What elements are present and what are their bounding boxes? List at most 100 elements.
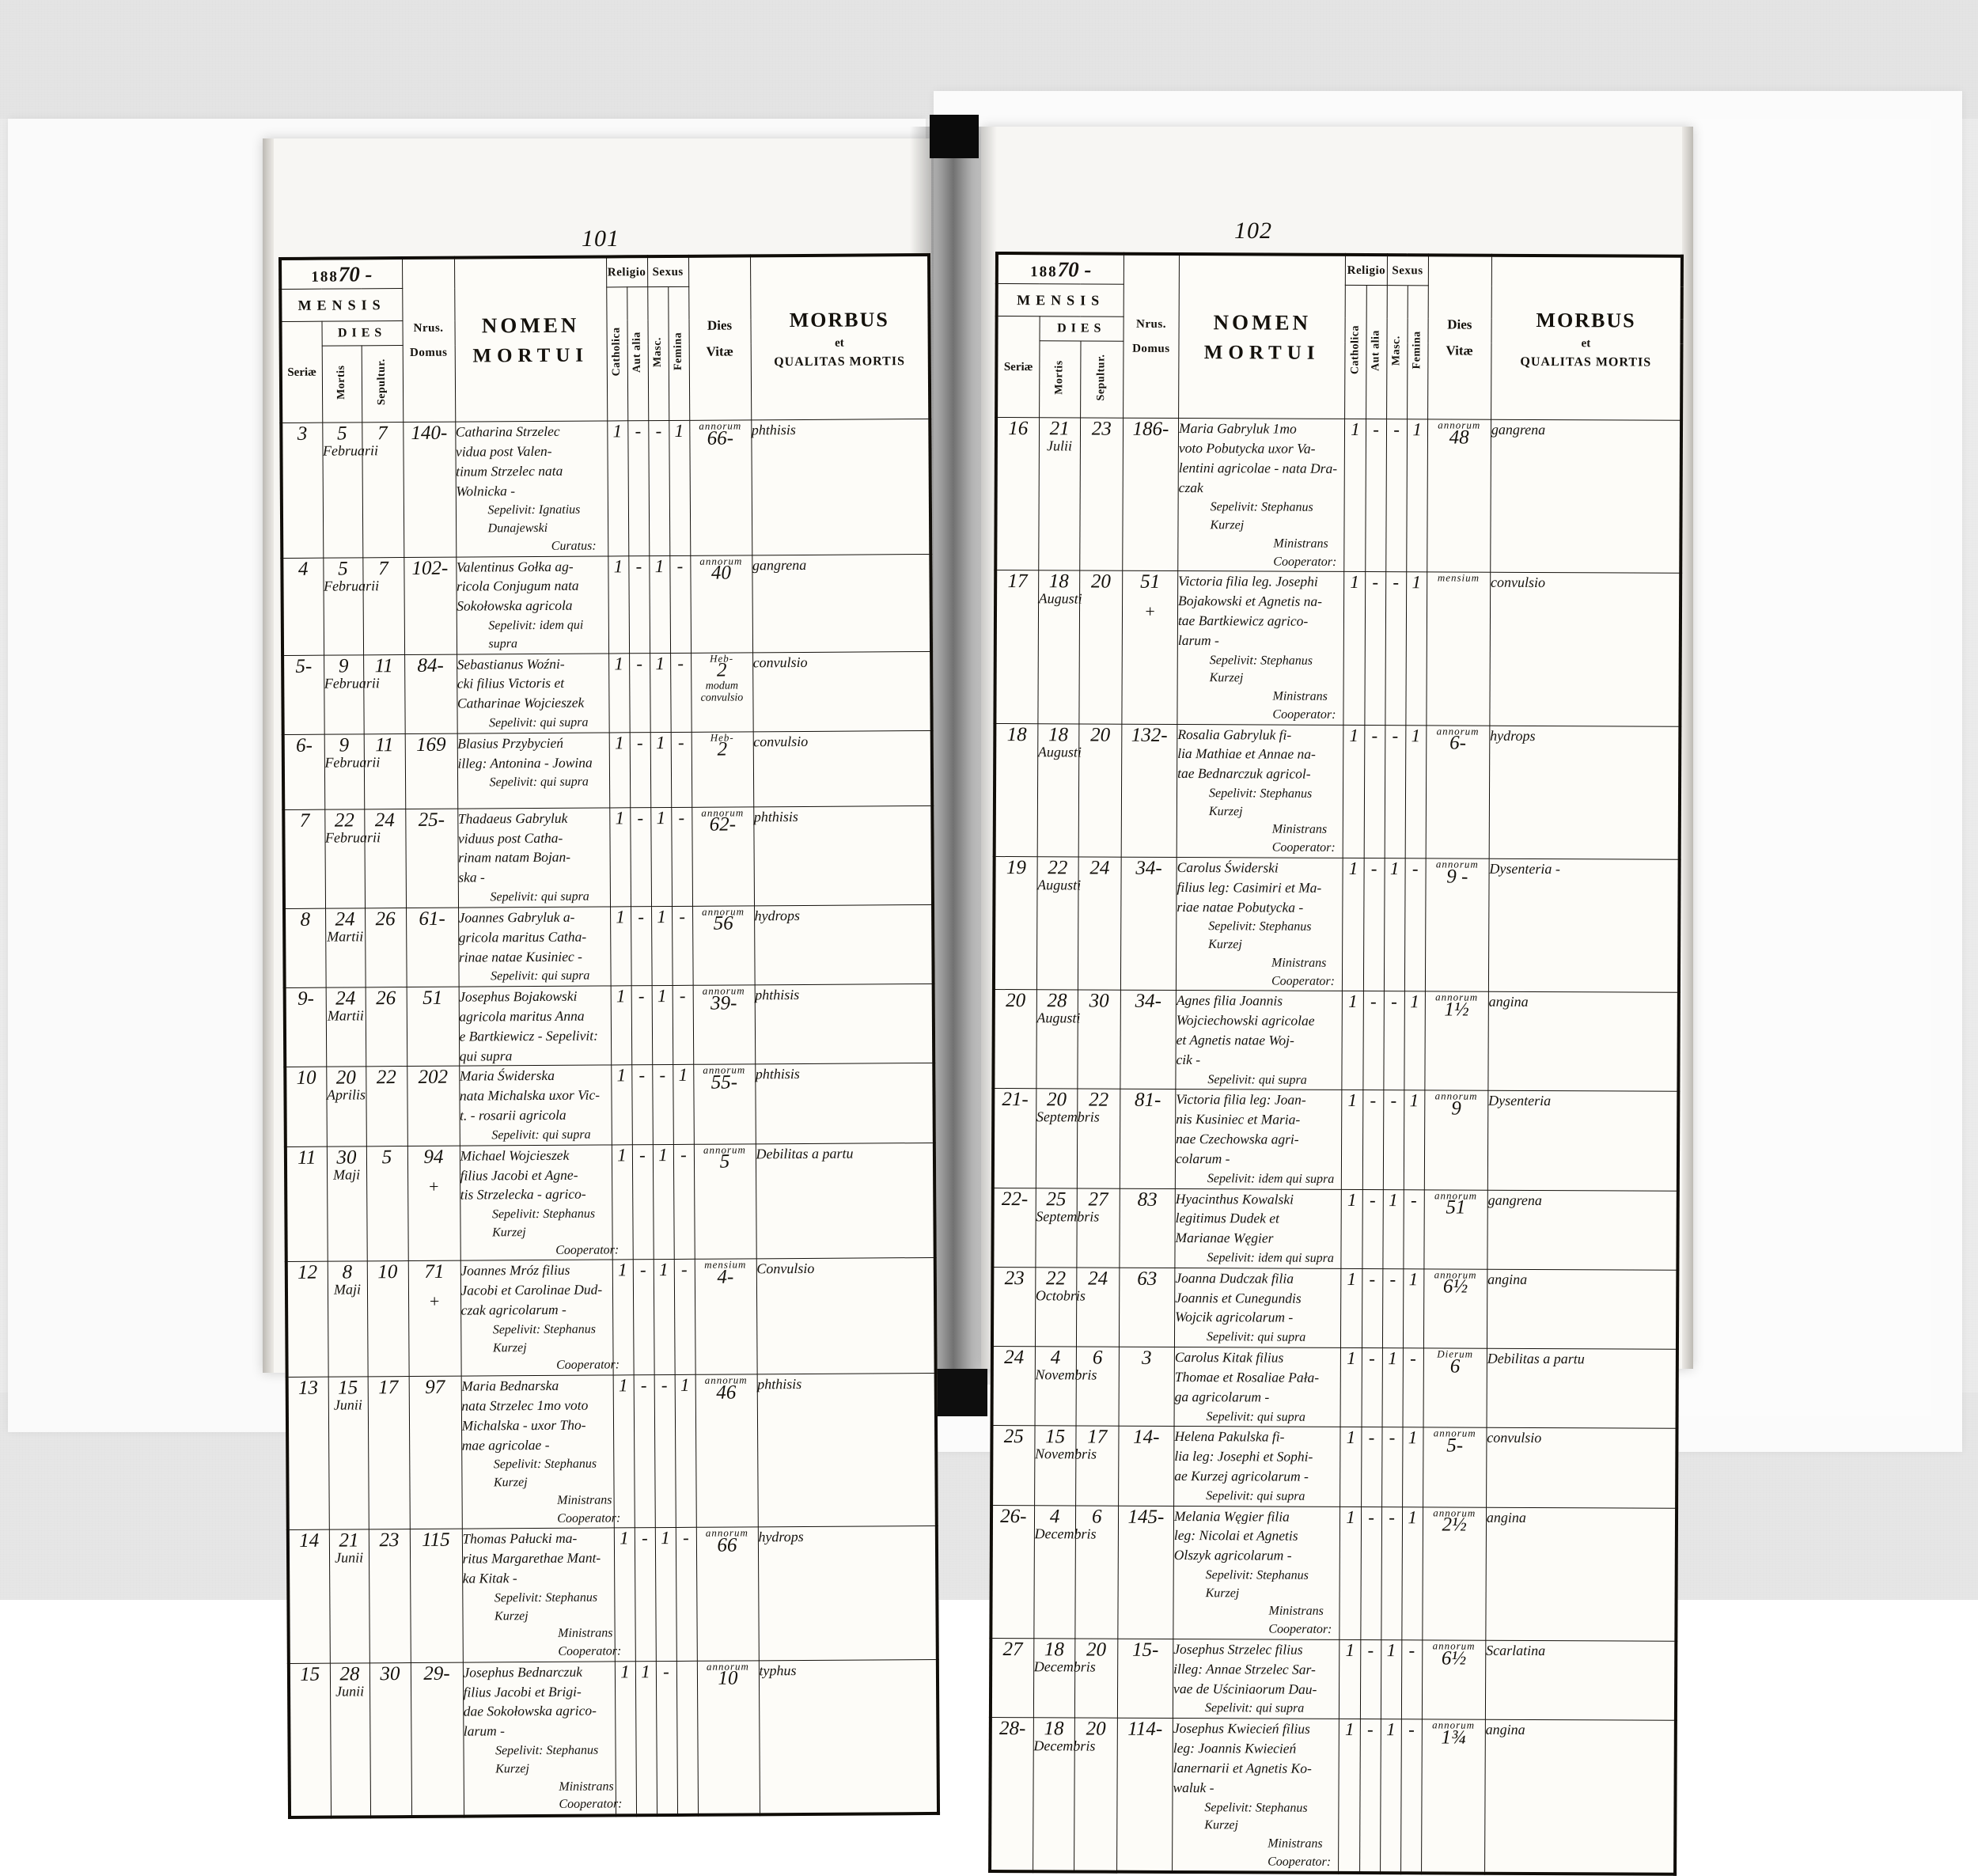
cell-dies-vitae: annorum 62-	[692, 806, 755, 907]
cell-nomen-mortui: Sebastianus Woźni-cki filius Victoris et…	[457, 653, 609, 733]
cell-morbus-qualitas: convulsio	[1489, 572, 1681, 726]
register-row[interactable]: 7 22 Februarii 24 25- Thadaeus Gabryluk viduus…	[283, 805, 934, 909]
cell-religio-catholica: 1	[1340, 1347, 1362, 1427]
cell-religio-aut-alia: -	[629, 732, 651, 808]
cell-religio-catholica: 1	[1340, 1268, 1362, 1348]
register-row[interactable]: 12 8 Maji 10 71 + Joannes Mróz filius Jacobi et…	[286, 1257, 936, 1378]
cell-sexus-masc: -	[652, 1064, 673, 1145]
aut-alia-label: Aut alia	[1370, 329, 1382, 371]
year-handwritten: 70 -	[1057, 256, 1092, 282]
cell-dies-sepultur: 6	[1075, 1346, 1120, 1427]
morbus-label: MORBUS	[789, 308, 889, 332]
cell-religio-catholica: 1	[1339, 1639, 1361, 1719]
register-row[interactable]: 3 5 Februarii 7 140- Catharina Strzelec vidua …	[281, 419, 931, 559]
cell-nrus-domus: 140-	[403, 422, 457, 558]
cell-sexus-masc: 1	[650, 732, 672, 808]
cell-dies-vitae: annorum 56	[692, 905, 755, 986]
cell-religio-catholica: 1	[614, 1661, 637, 1816]
register-row[interactable]: 5- 9 Februarii 11 84- Sebastianus Woźni-cki f…	[282, 650, 932, 735]
morbus-header: MORBUS et QUALITAS MORTIS	[1491, 255, 1682, 421]
register-row[interactable]: 28- 18 Decembris 20 114- Josephus Kwiecień fi…	[990, 1717, 1676, 1875]
nomen-mortui-header: NOMEN MORTUI	[1178, 254, 1346, 419]
register-row[interactable]: 15 28 Junii 30 29- Josephus Bednarczuk filius …	[288, 1659, 939, 1817]
cell-religio-catholica: 1	[1341, 1090, 1363, 1190]
cell-sexus-masc: 1	[654, 1527, 676, 1662]
right-table-body: 16 21 Julii 23 186- Maria Gabryluk 1mo voto Po…	[990, 417, 1682, 1875]
catholica-header: Catholica	[1345, 285, 1366, 419]
cell-religio-catholica: 1	[1343, 724, 1365, 858]
register-row[interactable]: 23 22 Octobris 24 63 Joanna Dudczak filia Joan…	[991, 1267, 1678, 1350]
cell-morbus-qualitas: angina	[1485, 1506, 1677, 1642]
dies-header: DIES	[1039, 316, 1124, 342]
catholica-label: Catholica	[610, 327, 623, 377]
register-row[interactable]: 22- 25 Septembris 27 83 Hyacinthus Kowalski le…	[992, 1187, 1678, 1271]
cell-nrus-domus: 15-	[1117, 1639, 1173, 1719]
cell-sexus-femina: 1	[1406, 419, 1428, 573]
cell-dies-vitae: annorum 5	[693, 1143, 756, 1260]
cell-dies-mortis: 18 Augusti	[1037, 570, 1082, 724]
cell-sexus-masc: -	[1384, 725, 1406, 858]
register-row[interactable]: 24 4 Novembris 6 3 Carolus Kitak filius Thomae…	[991, 1346, 1677, 1429]
sepultur-header: Sepultur.	[361, 345, 404, 423]
register-row[interactable]: 10 20 Aprilis 22 202 Maria Świderska nata Mich…	[285, 1063, 934, 1147]
cell-sexus-femina: -	[671, 807, 693, 907]
cell-religio-aut-alia: -	[631, 985, 653, 1066]
cell-sexus-femina: -	[1403, 1189, 1424, 1269]
cell-religio-aut-alia: -	[629, 653, 650, 733]
register-row[interactable]: 11 30 Maji 5 94 + Michael Wojcieszek filius Jac…	[285, 1143, 935, 1262]
register-row[interactable]: 16 21 Julii 23 186- Maria Gabryluk 1mo voto Po…	[995, 417, 1682, 574]
register-row[interactable]: 19 22 Augusti 24 34- Carolus Świderski filius …	[993, 856, 1680, 993]
cell-dies-sepultur: 20	[1074, 1638, 1118, 1719]
sepultur-label: Sepultur.	[375, 358, 388, 406]
cell-nomen-mortui: Joannes Gabryluk a-gricola maritus Catha…	[458, 906, 611, 987]
cell-morbus-qualitas: Scarlatina	[1485, 1640, 1677, 1721]
cell-nrus-domus: 51 +	[1121, 570, 1178, 725]
cell-nomen-mortui: Melania Węgier filia leg: Nicolai et Agne…	[1173, 1505, 1341, 1640]
register-row[interactable]: 27 18 Decembris 20 15- Josephus Strzelec fili…	[990, 1638, 1677, 1721]
cell-seriae: 20	[993, 989, 1037, 1090]
register-row[interactable]: 6- 9 Februarii 11 169 Blasius Przybycień illeg…	[282, 730, 933, 810]
cell-sexus-masc: -	[1385, 419, 1408, 573]
cell-morbus-qualitas: convulsio	[752, 730, 933, 807]
register-row[interactable]: 20 28 Augusti 30 34- Agnes filia Joannis Wojci…	[993, 989, 1679, 1092]
sexus-header: Sexus	[1386, 255, 1429, 286]
masc-label: Masc.	[1390, 335, 1403, 366]
register-row[interactable]: 4 5 Februarii 7 102- Valentinus Gołka ag-rico…	[282, 554, 932, 655]
masc-header: Masc.	[647, 286, 669, 421]
header-row-1: 18870 - Nrus. Domus NOMEN MORTUI Religio…	[280, 254, 930, 423]
cell-dies-mortis: 22 Februarii	[324, 809, 381, 908]
left-register-page: 18870 - Nrus. Domus NOMEN MORTUI Religio…	[279, 252, 941, 1819]
nomen-label: NOMEN	[481, 313, 580, 337]
nrus-domus-header: Nrus. Domus	[1123, 253, 1180, 419]
domus-label: Domus	[1132, 342, 1170, 355]
cell-religio-catholica: 1	[612, 1374, 635, 1529]
cell-religio-catholica: 1	[613, 1528, 635, 1662]
cell-seriae: 9-	[284, 987, 327, 1067]
register-row[interactable]: 18 18 Augusti 20 132- Rosalia Gabryluk fi-lia…	[994, 723, 1681, 860]
cell-religio-catholica: 1	[608, 555, 630, 654]
cell-seriae: 14	[287, 1529, 330, 1664]
cell-nomen-mortui: Josephus Kwiecień filius leg: Joannis Kwi…	[1172, 1718, 1340, 1874]
cell-religio-catholica: 1	[607, 420, 629, 556]
cell-sexus-femina: 1	[1404, 991, 1426, 1091]
register-row[interactable]: 8 24 Martii 26 61- Joannes Gabryluk a-gricola…	[284, 904, 934, 988]
cell-nrus-domus: 186-	[1122, 418, 1179, 571]
cell-nrus-domus: 115	[409, 1529, 463, 1663]
register-row[interactable]: 17 18 Augusti 20 51 + Victoria filia leg. Jose…	[995, 570, 1681, 726]
register-row[interactable]: 25 15 Novembris 17 14- Helena Pakulska fi-lia…	[991, 1425, 1677, 1508]
register-row[interactable]: 13 15 Junii 17 97 Maria Bednarska nata Strzele…	[286, 1373, 937, 1530]
aut-alia-label: Aut alia	[631, 331, 643, 373]
cell-morbus-qualitas: typhus	[758, 1659, 939, 1815]
cell-seriae: 4	[282, 557, 324, 655]
cell-nomen-mortui: Catharina Strzelec vidua post Valen-tinum…	[455, 420, 608, 557]
register-row[interactable]: 26- 4 Decembris 6 145- Melania Węgier filia le…	[991, 1504, 1677, 1642]
register-row[interactable]: 21- 20 Septembris 22 81- Victoria filia leg: …	[992, 1088, 1679, 1191]
cell-morbus-qualitas: Dysenteria -	[1488, 858, 1680, 993]
sepultur-header: Sepultur.	[1080, 340, 1124, 419]
cell-dies-vitae: annorum 40	[690, 555, 753, 653]
register-row[interactable]: 14 21 Junii 23 115 Thomas Pałucki ma-ritus Ma…	[287, 1525, 938, 1664]
cell-dies-vitae: annorum 6½	[1423, 1268, 1487, 1349]
register-row[interactable]: 9- 24 Martii 26 51 Josephus Bojakowski agricol…	[284, 983, 934, 1067]
cell-seriae: 5-	[282, 654, 324, 735]
cell-sexus-masc: -	[1381, 1427, 1403, 1507]
